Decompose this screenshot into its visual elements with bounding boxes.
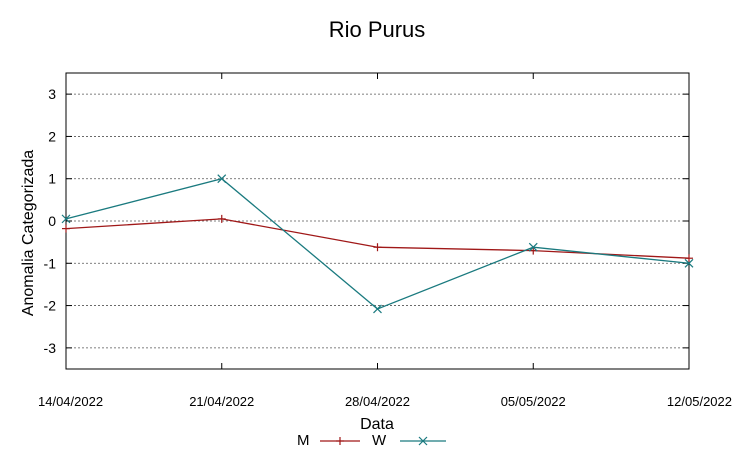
legend-marker [418,436,428,446]
y-tick-label: 2 [48,128,56,144]
y-tick-label: -2 [44,298,57,314]
data-point-m [62,224,70,233]
y-tick-label: 0 [48,213,56,229]
data-point-w [373,304,382,314]
x-tick-label: 12/05/2022 [667,394,732,409]
chart-title: Rio Purus [329,17,426,42]
data-point-m [373,243,382,252]
data-point-w [684,258,694,268]
y-tick-label: 1 [48,171,56,187]
x-axis-label: Data [360,416,394,433]
x-tick-label: 28/04/2022 [345,394,410,409]
data-point-w [528,242,538,252]
y-tick-label: -3 [44,340,57,356]
legend-label: W [372,432,387,449]
x-axis-ticks: 14/04/2022 21/04/2022 28/04/2022 05/05/2022… [38,73,732,409]
x-tick-label: 21/04/2022 [189,394,254,409]
y-tick-label: -1 [44,255,57,271]
series-lines [61,174,694,314]
series-line-m [65,218,690,259]
y-tick-label: 3 [48,86,56,102]
data-point-m [217,214,226,223]
data-point-w [61,214,71,224]
x-tick-label: 05/05/2022 [501,394,566,409]
data-point-m [685,254,693,263]
legend-marker [336,437,344,445]
x-tick-label: 14/04/2022 [38,394,103,409]
data-point-w [217,174,227,184]
y-axis-label: Anomalia Categorizada [20,150,37,316]
legend-label: M [297,432,310,449]
